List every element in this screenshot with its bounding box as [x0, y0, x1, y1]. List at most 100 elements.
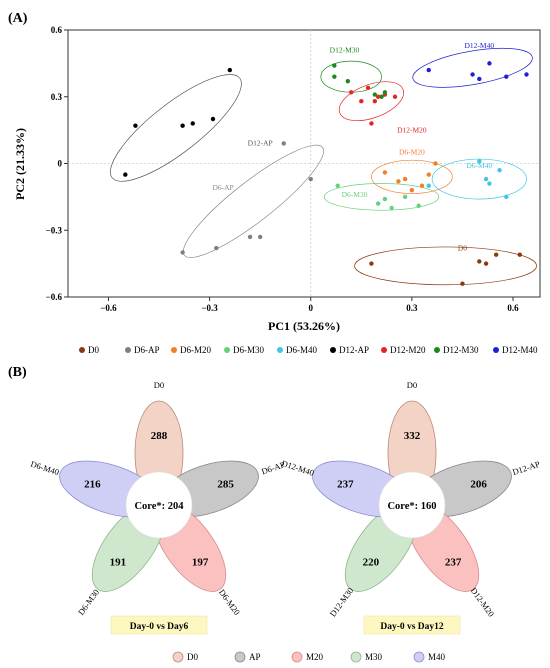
point-d12-ap [133, 123, 138, 128]
scatter-legend: D0 D6-AP D6-M20 D6-M30 D6-M40 D12-AP D12-M20 D1… [79, 345, 538, 355]
petal-value: 237 [445, 557, 462, 569]
pca-plot: −0.6 −0.3 0 0.3 0.6 −0.6 −0.3 0 0.3 0.6 D12-AP D6-… [46, 25, 541, 313]
point-d12-m30 [382, 90, 388, 95]
petal-label: D12-M30 [328, 586, 356, 619]
petal-label: D6-M40 [29, 459, 60, 478]
x-axis-label: PC1 (53.26%) [268, 319, 340, 333]
x-tick-label: −0.3 [201, 303, 218, 313]
point-d12-m20 [369, 121, 374, 126]
ellipse-label-d6-m40: D6-M40 [466, 161, 492, 170]
point-d12-m40 [524, 72, 529, 77]
legend-marker-m20 [291, 651, 303, 663]
point-d6-m40 [426, 183, 431, 188]
point-d12-m30 [332, 74, 337, 79]
point-d12-m20 [375, 94, 381, 99]
point-d6-ap [180, 250, 185, 255]
venn-diagrams: 288D0285D6-AP197D6-M20191D6-M30216D6-M40… [29, 380, 541, 635]
ellipse-d6-m30 [323, 183, 440, 211]
legend-marker-m30 [350, 651, 362, 663]
point-d12-m40 [504, 74, 509, 79]
venn-caption: Day-0 vs Day12 [380, 622, 444, 632]
point-d6-m40 [487, 181, 492, 186]
point-d6-m20 [396, 179, 401, 184]
ellipse-d12-m30 [320, 60, 382, 93]
point-d6-m20 [409, 188, 415, 193]
legend-label-m20: M20 [306, 652, 324, 662]
petal-value: 220 [363, 557, 380, 569]
point-d12-ap [123, 172, 128, 177]
point-d12-m30 [345, 78, 351, 84]
petal-value: 197 [192, 557, 209, 569]
point-d0 [460, 281, 465, 286]
ellipse-labels: D12-AP D6-AP D12-M30 D12-M20 D12-M40 D6-M20 D6… [212, 41, 494, 252]
legend-label-d0: D0 [88, 345, 99, 355]
point-d12-ap [190, 121, 195, 126]
legend-marker-d12-m20 [381, 347, 387, 353]
point-d6-ap [308, 176, 313, 182]
point-d6-m30 [335, 183, 340, 188]
venn-core-label: Core*: 160 [387, 501, 436, 512]
petal-label: D12-AP [511, 459, 541, 477]
legend-marker-d6-m20 [171, 347, 177, 353]
legend-marker-d12-m40 [493, 347, 499, 353]
petal-value: 237 [337, 478, 354, 490]
legend-label-d6-m30: D6-M30 [233, 345, 264, 355]
legend-marker-d6-m30 [224, 347, 230, 353]
point-d6-m20 [382, 170, 388, 175]
petal-value: 285 [217, 478, 234, 490]
venn-caption-box [363, 615, 461, 635]
legend-label-d12-m30: D12-M30 [443, 345, 479, 355]
point-d6-m40 [477, 159, 482, 164]
point-d12-m40 [470, 72, 475, 77]
legend-label-d6-ap: D6-AP [134, 345, 160, 355]
panel-b-label: (B) [8, 365, 27, 380]
point-d12-m20 [365, 85, 371, 91]
point-d6-m40 [483, 176, 489, 182]
point-d6-m20 [426, 172, 431, 177]
x-tick-label: 0.6 [507, 303, 519, 313]
point-d6-ap [257, 234, 263, 240]
legend-marker-d0 [172, 651, 184, 663]
x-tick-label: 0.3 [406, 303, 418, 313]
point-d6-m40 [497, 167, 502, 173]
point-d6-m20 [402, 176, 408, 182]
point-d12-m30 [332, 63, 337, 68]
ellipse-d6-m20 [371, 159, 453, 194]
point-d12-ap [227, 67, 233, 73]
petal-value: 191 [110, 557, 127, 569]
point-d6-m30 [389, 205, 394, 211]
point-d12-m40 [477, 76, 482, 82]
petal-value: 332 [404, 430, 421, 442]
petal-value: 288 [151, 430, 168, 442]
ellipse-d6-ap [182, 144, 324, 258]
legend-label-d12-m40: D12-M40 [502, 345, 538, 355]
venn-legend: D0 AP M20 M30 M40 [172, 651, 446, 663]
legend-label-d0: D0 [187, 652, 198, 662]
y-tick-label: 0.6 [51, 25, 63, 35]
petal-label: D12-M20 [469, 586, 497, 619]
point-d0 [477, 259, 482, 264]
point-d6-m20 [433, 161, 438, 166]
ellipse-label-d12-m40: D12-M40 [465, 41, 495, 50]
point-d0 [369, 261, 374, 266]
petal-label: D12-M40 [280, 458, 315, 478]
confidence-ellipses [110, 47, 537, 286]
point-d12-m20 [349, 90, 354, 95]
y-tick-label: −0.3 [46, 225, 63, 235]
ellipse-label-d12-m30: D12-M30 [330, 45, 360, 54]
point-d6-m30 [416, 203, 421, 208]
legend-label-d6-m40: D6-M40 [286, 345, 317, 355]
legend-marker-d12-ap [330, 347, 336, 353]
venn-caption: Day-0 vs Day6 [130, 622, 189, 632]
venn-caption-box [110, 615, 208, 635]
point-d0 [493, 252, 499, 257]
petal-label: D6-M20 [217, 587, 242, 617]
point-d0 [483, 261, 489, 266]
legend-marker-d6-m40 [277, 347, 283, 353]
x-tick-label: 0 [308, 303, 313, 313]
legend-label-d6-m20: D6-M20 [180, 345, 211, 355]
point-d12-ap [210, 116, 216, 122]
zero-lines [68, 30, 540, 297]
ellipse-label-d12-ap: D12-AP [248, 139, 273, 148]
